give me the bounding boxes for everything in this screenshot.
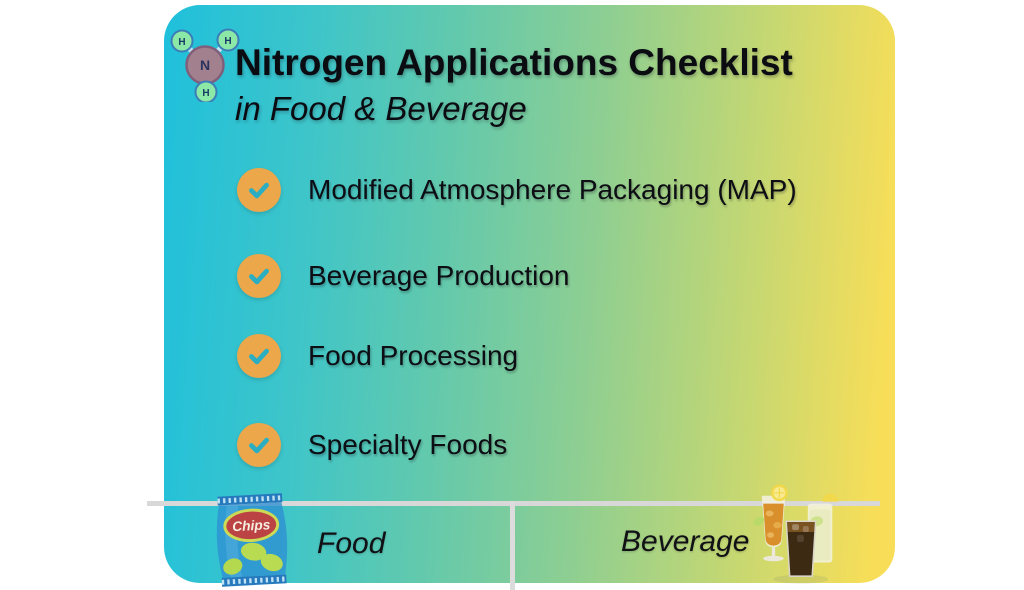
checklist-item-label: Specialty Foods (308, 429, 508, 460)
beverage-category-label: Beverage (621, 525, 750, 558)
check-icon (237, 168, 281, 212)
checklist-item: Beverage Production (237, 254, 570, 298)
checklist-item: Food Processing (237, 334, 518, 378)
hydrogen-atom (170, 29, 194, 53)
hydrogen-atom-label: H (224, 36, 231, 47)
page-subtitle: in Food & Beverage (235, 90, 527, 127)
vertical-divider (510, 501, 515, 590)
nitrogen-atom-label: N (200, 57, 210, 73)
checklist-item-label: Modified Atmosphere Packaging (MAP) (308, 174, 797, 205)
gradient-card (164, 5, 895, 583)
chips-logo-text: Chips (232, 517, 271, 534)
page-title: Nitrogen Applications Checklist (235, 42, 793, 83)
checklist-item-label: Food Processing (308, 340, 519, 371)
check-icon (237, 423, 281, 467)
food-category-label: Food (317, 527, 386, 560)
checklist-item: Specialty Foods (237, 423, 507, 467)
check-icon (237, 334, 281, 378)
check-icon (237, 254, 281, 298)
hydrogen-atom-label: H (202, 88, 209, 99)
iced-tea-glass (753, 484, 788, 562)
hydrogen-atom (216, 28, 240, 52)
beverages-icon (753, 484, 839, 584)
header: Nitrogen Applications Checklist in Food … (235, 42, 793, 128)
cola-glass (785, 520, 817, 577)
hydrogen-atom-label: H (178, 37, 185, 48)
chips-bag-icon: Chips (216, 493, 288, 587)
checklist-item: Modified Atmosphere Packaging (MAP) (237, 168, 797, 212)
nitrogen-molecule-icon: N H H H (170, 28, 240, 102)
chips-logo-badge (223, 508, 280, 543)
checklist-item-label: Beverage Production (308, 260, 570, 291)
hydrogen-atom (194, 80, 218, 102)
